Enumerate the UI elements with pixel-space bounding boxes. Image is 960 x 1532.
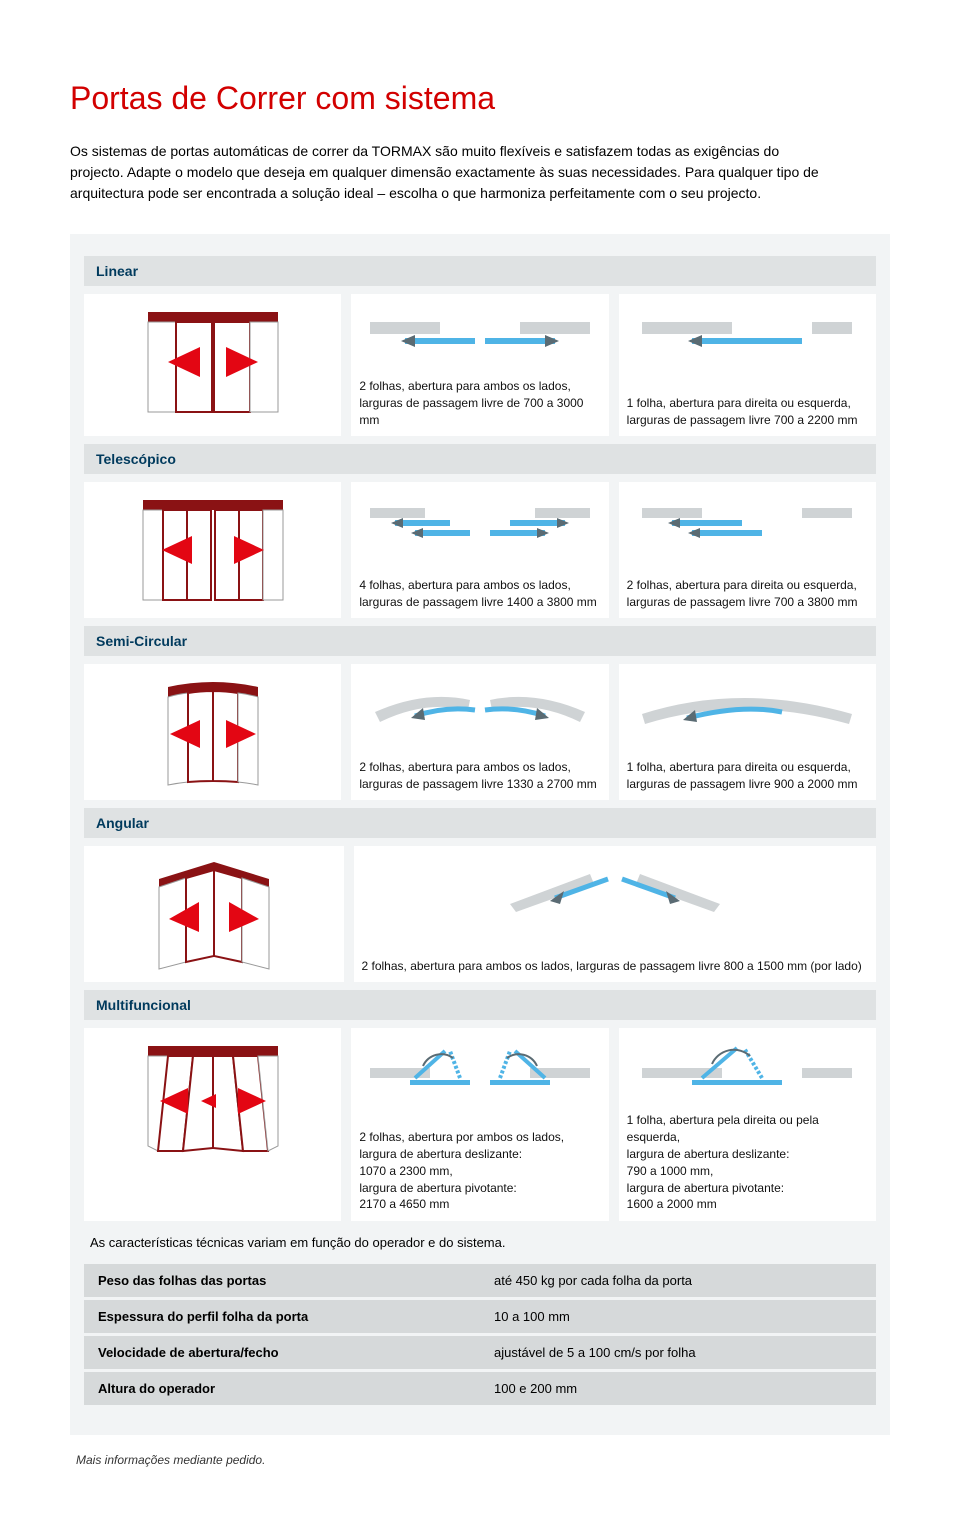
linear-iso-cell — [84, 294, 341, 436]
spec-row: Velocidade de abertura/fecho ajustável d… — [84, 1336, 876, 1369]
spec-label: Espessura do perfil folha da porta — [84, 1300, 480, 1333]
spec-value: 100 e 200 mm — [480, 1372, 876, 1405]
angular-iso-cell — [84, 846, 344, 982]
configurations-panel: Linear 2 folhas, abertura para — [70, 234, 890, 1435]
spec-value: 10 a 100 mm — [480, 1300, 876, 1333]
spec-value: ajustável de 5 a 100 cm/s por folha — [480, 1336, 876, 1369]
telescopico-single-icon — [632, 490, 862, 560]
telescopico-biparting-cell: 4 folhas, abertura para ambos os lados, … — [351, 482, 608, 618]
spec-label: Peso das folhas das portas — [84, 1264, 480, 1297]
linear-biparting-caption: 2 folhas, abertura para ambos os lados, … — [359, 372, 600, 428]
semicircular-biparting-caption: 2 folhas, abertura para ambos os lados, … — [359, 753, 600, 793]
linear-single-caption: 1 folha, abertura para direita ou esquer… — [627, 389, 868, 429]
linear-single-icon — [632, 302, 862, 372]
linear-iso-icon — [128, 302, 298, 422]
telescopico-single-caption: 2 folhas, abertura para direita ou esque… — [627, 571, 868, 611]
angular-iso-icon — [129, 854, 299, 974]
section-label-linear: Linear — [84, 256, 876, 286]
semicircular-iso-icon — [128, 672, 298, 792]
linear-row: 2 folhas, abertura para ambos os lados, … — [84, 294, 876, 436]
angular-row: 2 folhas, abertura para ambos os lados, … — [84, 846, 876, 982]
section-label-angular: Angular — [84, 808, 876, 838]
angular-caption: 2 folhas, abertura para ambos os lados, … — [362, 952, 869, 975]
multifuncional-single-cell: 1 folha, abertura pela direita ou pela e… — [619, 1028, 876, 1221]
semicircular-single-icon — [632, 672, 862, 742]
intro-paragraph: Os sistemas de portas automáticas de cor… — [70, 141, 830, 204]
multifuncional-biparting-caption: 2 folhas, abertura por ambos os lados, l… — [359, 1123, 600, 1213]
spec-row: Espessura do perfil folha da porta 10 a … — [84, 1300, 876, 1333]
spec-label: Altura do operador — [84, 1372, 480, 1405]
semicircular-single-cell: 1 folha, abertura para direita ou esquer… — [619, 664, 876, 800]
section-label-multifuncional: Multifuncional — [84, 990, 876, 1020]
multifuncional-biparting-cell: 2 folhas, abertura por ambos os lados, l… — [351, 1028, 608, 1221]
multifuncional-biparting-icon — [365, 1036, 595, 1106]
semicircular-biparting-cell: 2 folhas, abertura para ambos os lados, … — [351, 664, 608, 800]
page-title: Portas de Correr com sistema — [70, 80, 890, 117]
multifuncional-iso-icon — [128, 1036, 298, 1166]
multifuncional-single-caption: 1 folha, abertura pela direita ou pela e… — [627, 1106, 868, 1213]
linear-biparting-icon — [365, 302, 595, 372]
footnote: Mais informações mediante pedido. — [76, 1453, 890, 1467]
spec-row: Altura do operador 100 e 200 mm — [84, 1372, 876, 1405]
linear-biparting-cell: 2 folhas, abertura para ambos os lados, … — [351, 294, 608, 436]
spec-row: Peso das folhas das portas até 450 kg po… — [84, 1264, 876, 1297]
telescopico-biparting-caption: 4 folhas, abertura para ambos os lados, … — [359, 571, 600, 611]
spec-value: até 450 kg por cada folha da porta — [480, 1264, 876, 1297]
multifuncional-row: 2 folhas, abertura por ambos os lados, l… — [84, 1028, 876, 1221]
telescopico-biparting-icon — [365, 490, 595, 560]
multifuncional-single-icon — [632, 1036, 862, 1106]
semicircular-row: 2 folhas, abertura para ambos os lados, … — [84, 664, 876, 800]
angular-top-cell: 2 folhas, abertura para ambos os lados, … — [354, 846, 877, 982]
angular-top-icon — [500, 854, 730, 924]
semicircular-iso-cell — [84, 664, 341, 800]
specs-note: As características técnicas variam em fu… — [90, 1235, 876, 1250]
telescopico-row: 4 folhas, abertura para ambos os lados, … — [84, 482, 876, 618]
linear-single-cell: 1 folha, abertura para direita ou esquer… — [619, 294, 876, 436]
section-label-semicircular: Semi-Circular — [84, 626, 876, 656]
section-label-telescopico: Telescópico — [84, 444, 876, 474]
telescopico-iso-icon — [128, 490, 298, 610]
semicircular-single-caption: 1 folha, abertura para direita ou esquer… — [627, 753, 868, 793]
semicircular-biparting-icon — [365, 672, 595, 742]
telescopico-iso-cell — [84, 482, 341, 618]
spec-label: Velocidade de abertura/fecho — [84, 1336, 480, 1369]
multifuncional-iso-cell — [84, 1028, 341, 1221]
telescopico-single-cell: 2 folhas, abertura para direita ou esque… — [619, 482, 876, 618]
